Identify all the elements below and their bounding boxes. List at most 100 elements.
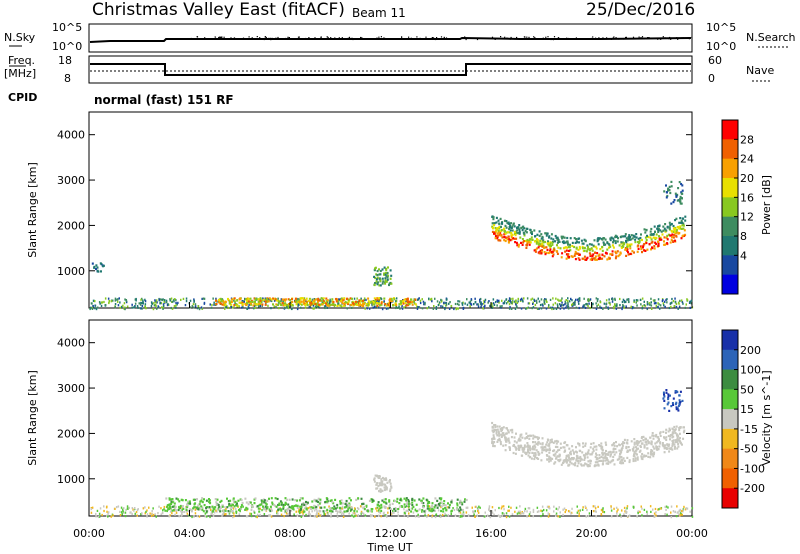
echo-cell [671, 301, 673, 304]
echo-cell [315, 499, 318, 502]
echo-cell [549, 242, 552, 245]
echo-cell [555, 297, 557, 300]
echo-cell [254, 297, 257, 300]
echo-cell [314, 306, 317, 309]
nsky-dot [282, 38, 284, 40]
echo-cell [268, 514, 270, 517]
nsky-dot [545, 36, 547, 38]
echo-cell [554, 302, 557, 305]
echo-cell [521, 238, 524, 241]
echo-cell [408, 512, 410, 515]
echo-cell [493, 232, 496, 235]
echo-cell [620, 448, 623, 451]
echo-cell [614, 250, 617, 253]
echo-cell [609, 253, 612, 256]
echo-cell [582, 506, 584, 509]
echo-cell [186, 512, 189, 515]
echo-cell [583, 255, 586, 258]
echo-cell [299, 511, 302, 514]
echo-cell [537, 246, 540, 249]
echo-cell [288, 498, 291, 501]
echo-cell [260, 503, 263, 506]
echo-cell [116, 300, 119, 303]
echo-cell [348, 502, 351, 505]
echo-cell [501, 299, 503, 302]
echo-cell [655, 435, 657, 438]
echo-cell [106, 510, 108, 513]
echo-cell [238, 297, 241, 301]
echo-cell [540, 250, 543, 254]
echo-cell [461, 515, 463, 518]
nsky-dot [625, 36, 627, 38]
echo-cell [606, 248, 609, 251]
echo-cell [297, 303, 299, 306]
echo-cell [456, 502, 459, 505]
echo-cell [344, 300, 347, 303]
x-tick-label: 20:00 [576, 527, 608, 540]
echo-cell [542, 244, 545, 247]
echo-cell [388, 505, 391, 508]
echo-cell [537, 457, 540, 460]
echo-cell [156, 301, 158, 304]
echo-cell [592, 510, 595, 513]
echo-cell [665, 196, 668, 199]
echo-cell [232, 306, 234, 309]
echo-cell [637, 244, 640, 247]
echo-cell [595, 302, 597, 305]
echo-cell [380, 509, 383, 513]
echo-cell [638, 239, 641, 242]
echo-cell [381, 480, 384, 483]
echo-cell [297, 297, 299, 301]
echo-cell [670, 516, 673, 519]
echo-cell [351, 306, 353, 309]
echo-cell [547, 515, 550, 518]
echo-cell [507, 301, 509, 304]
echo-cell [336, 304, 339, 307]
colorbar-swatch [722, 448, 738, 469]
echo-cell [549, 441, 552, 444]
echo-cell [557, 455, 560, 458]
echo-cell [283, 515, 285, 518]
echo-cell [572, 304, 574, 307]
echo-cell [303, 302, 306, 306]
echo-cell [658, 303, 660, 306]
echo-cell [378, 475, 381, 478]
echo-cell [224, 506, 226, 509]
echo-cell [276, 299, 279, 302]
echo-cell [623, 506, 626, 509]
nsky-dot [595, 37, 597, 39]
echo-cell [378, 507, 380, 510]
echo-cell [500, 507, 503, 510]
echo-cell [594, 255, 597, 258]
nsky-dot [602, 37, 604, 39]
echo-cell [501, 305, 503, 308]
echo-cell [508, 231, 511, 234]
echo-cell [567, 464, 570, 467]
echo-cell [633, 235, 636, 238]
echo-cell [598, 256, 601, 259]
echo-cell [682, 437, 685, 440]
echo-cell [684, 219, 687, 222]
echo-cell [108, 300, 111, 303]
echo-cell [383, 297, 386, 300]
echo-cell [664, 305, 666, 308]
echo-cell [240, 504, 243, 507]
echo-cell [511, 233, 514, 236]
echo-cell [663, 393, 665, 396]
echo-cell [672, 236, 675, 239]
echo-cell [473, 513, 475, 516]
nsky-dot [270, 39, 272, 41]
echo-cell [406, 297, 409, 300]
echo-cell [306, 304, 309, 307]
echo-cell [384, 271, 387, 275]
echo-cell [499, 239, 502, 242]
nsky-dot [657, 38, 659, 40]
echo-cell [587, 449, 590, 452]
echo-cell [658, 224, 661, 228]
echo-cell [296, 506, 299, 509]
echo-cell [216, 498, 219, 501]
nsky-dot [305, 37, 307, 40]
echo-cell [532, 508, 535, 511]
nsearch-tick-top: 10^5 [706, 21, 736, 34]
echo-cell [518, 512, 520, 515]
